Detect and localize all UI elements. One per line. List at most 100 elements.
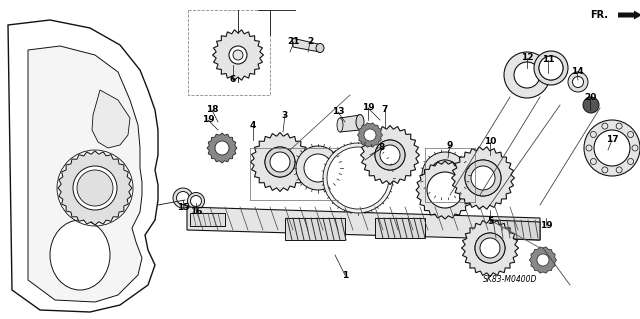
Circle shape	[77, 170, 113, 206]
Circle shape	[475, 233, 505, 263]
Circle shape	[177, 191, 189, 204]
Circle shape	[584, 120, 640, 176]
Circle shape	[480, 238, 500, 258]
Circle shape	[233, 50, 243, 60]
Text: 14: 14	[571, 68, 583, 77]
Circle shape	[265, 147, 295, 177]
Polygon shape	[451, 147, 515, 209]
Circle shape	[304, 154, 332, 182]
Circle shape	[586, 145, 592, 151]
Circle shape	[430, 160, 460, 190]
Text: 1: 1	[342, 271, 348, 279]
Circle shape	[73, 166, 117, 210]
Text: 19: 19	[540, 220, 552, 229]
Circle shape	[188, 192, 205, 210]
Circle shape	[380, 145, 400, 165]
Text: 6: 6	[230, 76, 236, 85]
Polygon shape	[416, 161, 474, 219]
Text: 19: 19	[362, 103, 374, 113]
Text: 10: 10	[484, 137, 496, 146]
Text: 15: 15	[177, 204, 189, 212]
Polygon shape	[8, 20, 158, 312]
Circle shape	[422, 152, 468, 198]
Text: 21: 21	[288, 38, 300, 47]
Ellipse shape	[356, 115, 364, 130]
Circle shape	[590, 131, 596, 137]
Circle shape	[628, 159, 634, 165]
Circle shape	[504, 52, 550, 98]
Text: 11: 11	[541, 56, 554, 64]
Ellipse shape	[337, 118, 343, 132]
Polygon shape	[58, 151, 132, 225]
Circle shape	[632, 145, 638, 151]
Circle shape	[514, 62, 540, 88]
Circle shape	[602, 123, 608, 129]
Circle shape	[539, 56, 563, 80]
Text: 17: 17	[605, 136, 618, 145]
Text: SK83-M0400D: SK83-M0400D	[483, 276, 537, 285]
Polygon shape	[325, 145, 391, 211]
Circle shape	[568, 72, 588, 92]
Circle shape	[537, 254, 549, 266]
Circle shape	[602, 167, 608, 173]
Polygon shape	[375, 218, 425, 238]
Circle shape	[296, 146, 340, 190]
Circle shape	[364, 129, 376, 141]
Circle shape	[573, 77, 584, 87]
Text: 4: 4	[250, 121, 256, 130]
Text: 20: 20	[584, 93, 596, 102]
Circle shape	[475, 233, 505, 263]
Circle shape	[229, 46, 247, 64]
Circle shape	[215, 141, 229, 155]
Circle shape	[534, 51, 568, 85]
Polygon shape	[187, 207, 540, 240]
Ellipse shape	[50, 220, 110, 290]
Polygon shape	[207, 133, 237, 163]
Polygon shape	[28, 46, 142, 302]
Circle shape	[465, 160, 501, 196]
Polygon shape	[190, 213, 225, 226]
Circle shape	[628, 131, 634, 137]
Polygon shape	[490, 220, 540, 240]
Text: 18: 18	[205, 106, 218, 115]
Polygon shape	[285, 218, 345, 240]
Text: 12: 12	[521, 54, 533, 63]
Circle shape	[471, 166, 495, 190]
Circle shape	[539, 56, 563, 80]
Text: 5: 5	[487, 218, 493, 226]
Circle shape	[327, 147, 389, 209]
Text: 16: 16	[189, 207, 202, 217]
Polygon shape	[92, 90, 130, 148]
Circle shape	[323, 143, 393, 213]
Circle shape	[616, 123, 622, 129]
Text: 19: 19	[202, 115, 214, 124]
Circle shape	[590, 159, 596, 165]
Circle shape	[435, 165, 455, 185]
Circle shape	[430, 160, 460, 190]
Text: 8: 8	[379, 144, 385, 152]
Circle shape	[270, 152, 290, 172]
Ellipse shape	[316, 43, 324, 53]
Circle shape	[375, 140, 405, 170]
FancyArrow shape	[618, 11, 640, 19]
Polygon shape	[360, 125, 419, 184]
Polygon shape	[358, 123, 383, 147]
Circle shape	[349, 169, 367, 187]
Circle shape	[344, 164, 372, 192]
Polygon shape	[529, 247, 557, 273]
Text: 7: 7	[382, 106, 388, 115]
Text: 2: 2	[307, 38, 313, 47]
Circle shape	[427, 172, 463, 208]
Circle shape	[173, 188, 193, 208]
Circle shape	[338, 158, 378, 198]
Circle shape	[465, 160, 501, 196]
Polygon shape	[461, 219, 518, 277]
Circle shape	[583, 97, 599, 113]
Polygon shape	[250, 132, 310, 191]
Circle shape	[594, 130, 630, 166]
Circle shape	[375, 140, 405, 170]
Text: 9: 9	[447, 140, 453, 150]
Polygon shape	[292, 38, 320, 52]
Circle shape	[344, 164, 372, 192]
Circle shape	[616, 167, 622, 173]
